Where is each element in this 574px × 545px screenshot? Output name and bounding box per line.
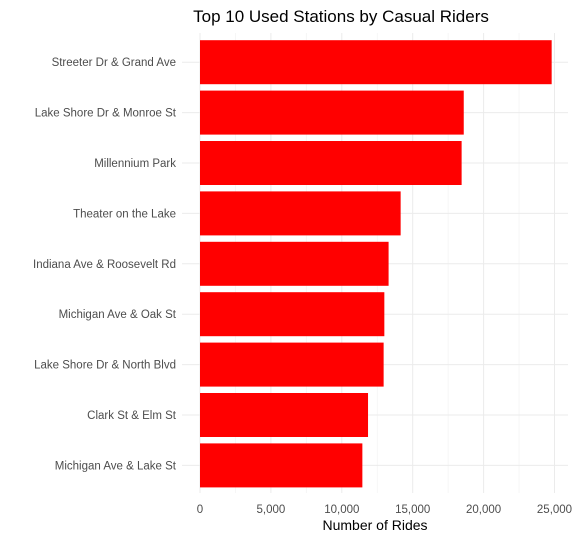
x-tick-label: 25,000 <box>537 504 572 516</box>
x-axis-tick-labels: 0 5,000 10,000 15,000 20,000 25,000 <box>197 504 572 516</box>
x-tick-label: 10,000 <box>324 504 359 516</box>
bar <box>200 443 363 488</box>
y-tick-label: Michigan Ave & Oak St <box>59 309 177 321</box>
chart-title: Top 10 Used Stations by Casual Riders <box>193 7 489 26</box>
bar <box>200 191 401 236</box>
bar <box>200 40 552 85</box>
x-tick-label: 5,000 <box>257 504 286 516</box>
y-tick-label: Streeter Dr & Grand Ave <box>52 57 176 69</box>
y-tick-label: Theater on the Lake <box>73 208 176 220</box>
y-tick-label: Lake Shore Dr & Monroe St <box>35 108 177 120</box>
bar <box>200 241 389 286</box>
bar <box>200 393 369 437</box>
bar <box>200 90 464 135</box>
y-tick-label: Millennium Park <box>94 158 176 170</box>
x-tick-label: 15,000 <box>395 504 430 516</box>
bar <box>200 141 462 185</box>
y-tick-label: Michigan Ave & Lake St <box>55 460 177 472</box>
bar <box>200 342 384 387</box>
x-tick-label: 20,000 <box>466 504 501 516</box>
bars <box>200 40 552 488</box>
y-tick-label: Lake Shore Dr & North Blvd <box>34 360 176 372</box>
x-axis-title: Number of Rides <box>322 517 427 533</box>
y-axis-tick-labels: Streeter Dr & Grand Ave Lake Shore Dr & M… <box>33 57 177 472</box>
y-tick-label: Clark St & Elm St <box>87 410 177 422</box>
x-tick-label: 0 <box>197 504 203 516</box>
bar <box>200 292 385 337</box>
y-tick-label: Indiana Ave & Roosevelt Rd <box>33 259 176 271</box>
